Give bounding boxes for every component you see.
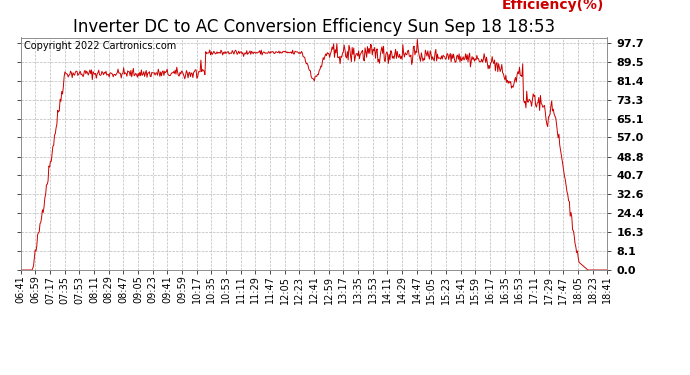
Text: Efficiency(%): Efficiency(%) [502, 0, 604, 12]
Text: Copyright 2022 Cartronics.com: Copyright 2022 Cartronics.com [23, 41, 176, 51]
Title: Inverter DC to AC Conversion Efficiency Sun Sep 18 18:53: Inverter DC to AC Conversion Efficiency … [73, 18, 555, 36]
